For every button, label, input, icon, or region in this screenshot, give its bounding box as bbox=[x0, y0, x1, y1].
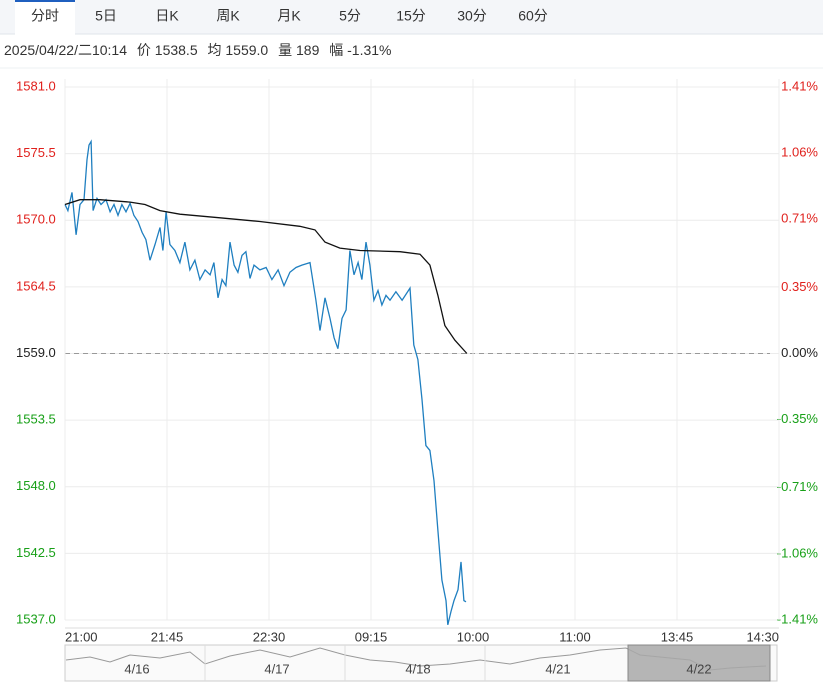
y-tick-label: 1553.5 bbox=[16, 412, 56, 427]
tab[interactable]: 60分 bbox=[518, 8, 548, 24]
x-tick-label: 14:30 bbox=[746, 629, 779, 644]
series-line bbox=[64, 199, 468, 354]
navigator-selection[interactable] bbox=[627, 644, 771, 682]
tab[interactable]: 周K bbox=[216, 8, 240, 24]
y-tick-label: 1564.5 bbox=[16, 278, 56, 293]
y2-tick-label: 0.35% bbox=[781, 279, 818, 294]
tab[interactable]: 日K bbox=[155, 8, 179, 24]
tab[interactable]: 30分 bbox=[457, 8, 487, 24]
y-tick-label: 1542.5 bbox=[16, 545, 56, 560]
navigator-label: 4/17 bbox=[264, 661, 289, 676]
tab[interactable]: 5日 bbox=[95, 8, 117, 24]
info-price: 价 1538.5 bbox=[137, 42, 198, 58]
navigator-label: 4/18 bbox=[405, 661, 430, 676]
x-tick-label: 11:00 bbox=[559, 629, 591, 644]
y-tick-label: 1537.0 bbox=[16, 611, 56, 626]
tabs: 分时 5日 日K 周K 月K 5分 15分 30分 60分 bbox=[31, 8, 548, 24]
y-tick-label: 1570.0 bbox=[16, 212, 56, 227]
navigator-label: 4/21 bbox=[545, 661, 570, 676]
y2-tick-label: -1.06% bbox=[777, 545, 819, 560]
info-volume: 量 189 bbox=[278, 42, 319, 58]
tab-bar bbox=[0, 0, 823, 34]
plot: 1581.0 1575.5 1570.0 1564.5 1559.0 1553.5 1548… bbox=[16, 78, 818, 644]
tab[interactable]: 分时 bbox=[31, 8, 59, 24]
info-change: 幅 -1.31% bbox=[329, 42, 391, 58]
y2-tick-label: -0.35% bbox=[777, 411, 819, 426]
x-tick-label: 13:45 bbox=[661, 629, 694, 644]
x-tick-label: 21:00 bbox=[65, 629, 98, 644]
y2-tick-label: 0.71% bbox=[781, 211, 818, 226]
x-tick-label: 10:00 bbox=[457, 629, 490, 644]
y2-tick-label: -1.41% bbox=[777, 611, 819, 626]
active-tab bbox=[15, 0, 75, 35]
navigator-label: 4/16 bbox=[124, 661, 149, 676]
navigator-label: 4/22 bbox=[686, 661, 711, 676]
y-tick-label: 1559.0 bbox=[16, 345, 56, 360]
x-tick-label: 21:45 bbox=[151, 629, 184, 644]
x-tick-label: 09:15 bbox=[355, 629, 388, 644]
info-avg: 均 1559.0 bbox=[208, 42, 269, 58]
series-line bbox=[64, 139, 467, 625]
tab[interactable]: 15分 bbox=[396, 8, 426, 24]
y-tick-label: 1575.5 bbox=[16, 145, 56, 160]
active-tab-marker bbox=[15, 0, 75, 2]
tab[interactable]: 5分 bbox=[339, 8, 361, 24]
info-time: 2025/04/22/二10:14 bbox=[4, 42, 127, 58]
y2-tick-label: 0.00% bbox=[781, 345, 818, 360]
x-tick-label: 22:30 bbox=[253, 629, 286, 644]
y2-tick-label: 1.06% bbox=[781, 145, 818, 160]
y2-tick-label: 1.41% bbox=[781, 78, 818, 93]
y-tick-label: 1548.0 bbox=[16, 478, 56, 493]
y2-tick-label: -0.71% bbox=[777, 479, 819, 494]
tab[interactable]: 月K bbox=[277, 8, 301, 24]
info-bar: 2025/04/22/二10:14 价 1538.5 均 1559.0 量 18… bbox=[4, 42, 392, 58]
y-tick-label: 1581.0 bbox=[16, 78, 56, 93]
